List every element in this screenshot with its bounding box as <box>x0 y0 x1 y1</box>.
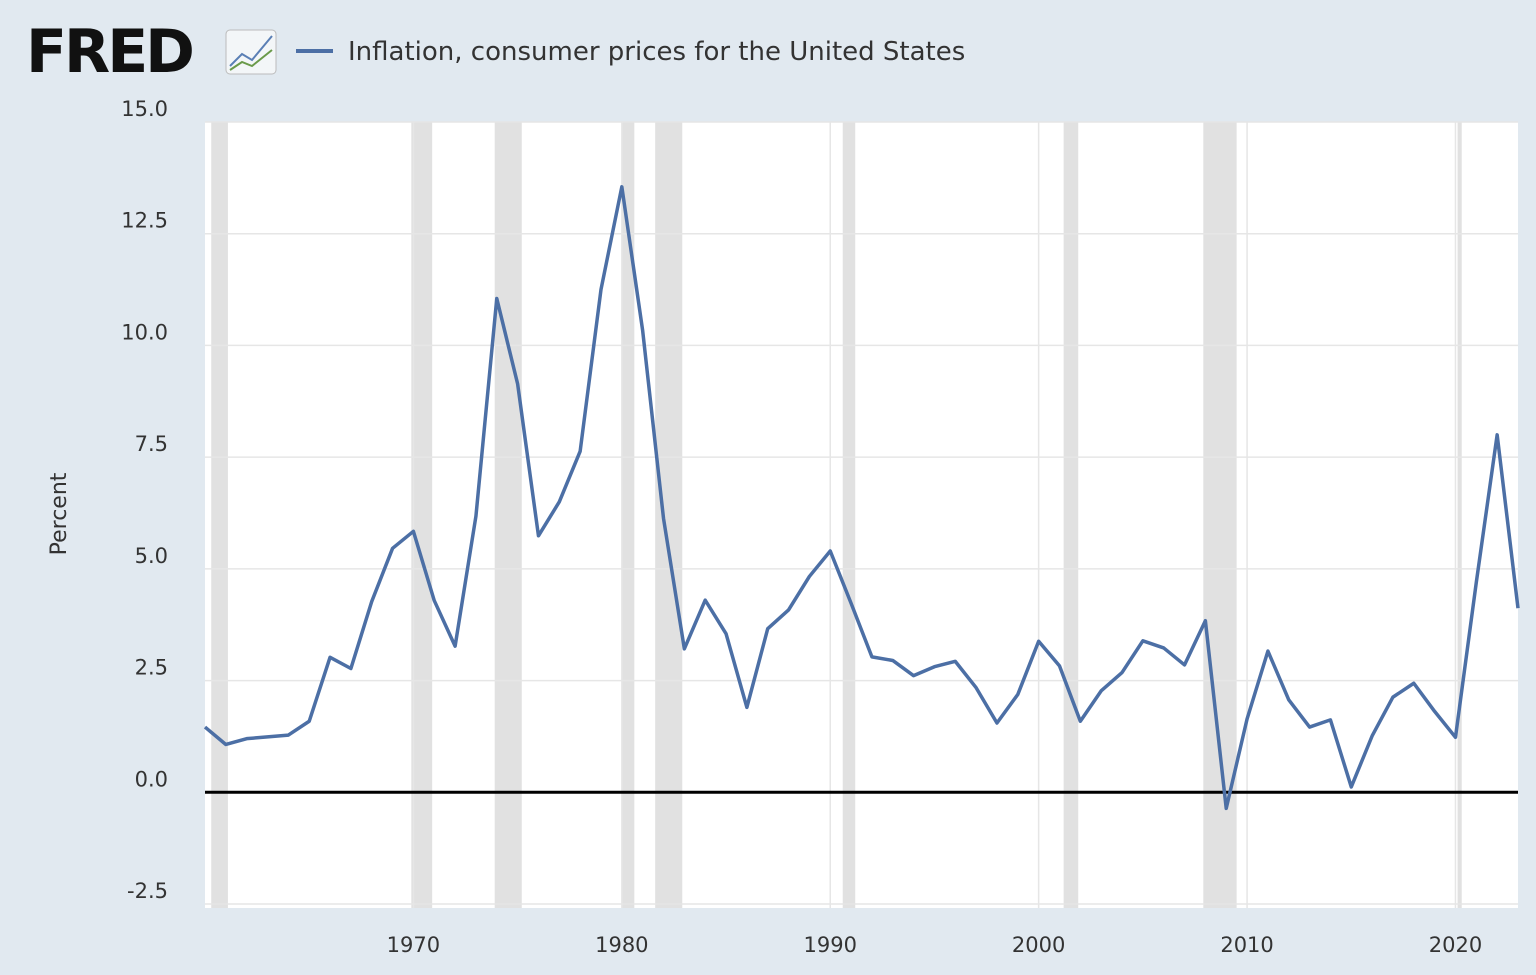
x-tick-label: 1980 <box>595 933 648 957</box>
y-tick-label: 5.0 <box>135 544 168 568</box>
logo-icon <box>225 29 277 75</box>
y-tick-label: 15.0 <box>121 97 168 121</box>
plot-area <box>205 122 1518 908</box>
recession-band <box>211 122 228 908</box>
y-tick-label: -2.5 <box>127 879 168 903</box>
recession-band <box>494 122 522 908</box>
y-axis-label: Percent <box>47 472 72 555</box>
recession-band <box>1063 122 1079 908</box>
x-tick-label: 1990 <box>804 933 857 957</box>
x-tick-label: 2010 <box>1220 933 1273 957</box>
logo: FRED <box>26 17 192 87</box>
y-tick-label: 2.5 <box>135 656 168 680</box>
legend-label: Inflation, consumer prices for the Unite… <box>348 37 965 67</box>
recession-band <box>411 122 433 908</box>
y-tick-label: 0.0 <box>135 767 168 791</box>
recession-band <box>655 122 683 908</box>
y-tick-label: 7.5 <box>135 432 168 456</box>
y-tick-label: 12.5 <box>121 209 168 233</box>
recession-band <box>1457 122 1462 908</box>
series-line <box>203 185 1520 811</box>
x-tick-label: 2020 <box>1429 933 1482 957</box>
recession-band <box>842 122 856 908</box>
recession-band <box>1203 122 1237 908</box>
recession-band <box>621 122 635 908</box>
x-tick-label: 2000 <box>1012 933 1065 957</box>
y-tick-label: 10.0 <box>121 320 168 344</box>
x-tick-label: 1970 <box>387 933 440 957</box>
